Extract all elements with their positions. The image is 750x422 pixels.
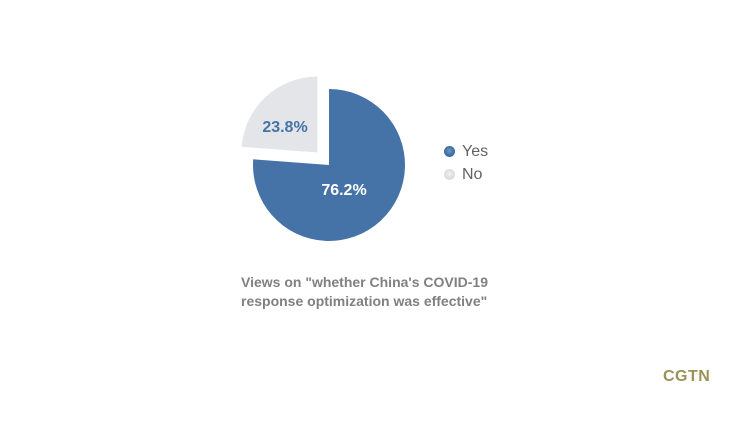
svg-text:23.8%: 23.8% [262,119,307,136]
svg-text:76.2%: 76.2% [321,182,366,199]
